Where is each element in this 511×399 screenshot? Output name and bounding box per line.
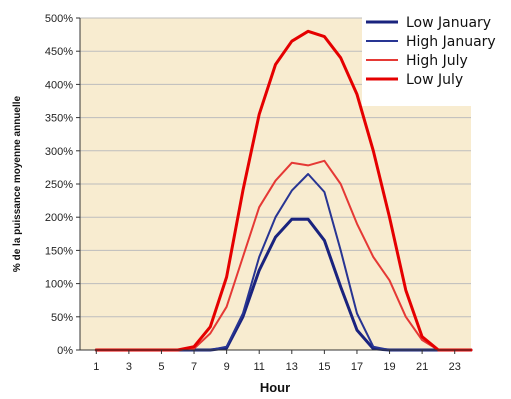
y-tick-label: 250%: [45, 179, 73, 191]
x-tick-label: 3: [126, 361, 132, 373]
legend-label: High July: [406, 53, 468, 69]
y-tick-label: 150%: [45, 245, 73, 257]
x-tick-label: 17: [351, 361, 363, 373]
x-tick-label: 5: [158, 361, 164, 373]
x-tick-label: 19: [383, 361, 395, 373]
legend-box: [362, 10, 508, 106]
y-tick-label: 400%: [45, 79, 73, 91]
x-tick-label: 1: [93, 361, 99, 373]
x-tick-label: 23: [449, 361, 461, 373]
x-tick-label: 9: [224, 361, 230, 373]
legend-label: Low January: [406, 15, 491, 31]
y-tick-label: 500%: [45, 13, 73, 25]
y-tick-label: 50%: [51, 312, 73, 324]
x-tick-label: 21: [416, 361, 428, 373]
y-tick-label: 100%: [45, 279, 73, 291]
x-tick-label: 11: [253, 361, 264, 373]
x-tick-labels: 1 3 5 7 9 11 13 15 17 19 21 23: [93, 350, 461, 373]
y-axis-title: % de la puissance moyenne annuelle: [12, 95, 23, 272]
y-tick-label: 200%: [45, 212, 73, 224]
y-tick-label: 0%: [57, 345, 73, 357]
y-tick-label: 350%: [45, 113, 73, 125]
x-tick-label: 13: [286, 361, 298, 373]
y-tick-labels: 0% 50% 100% 150% 200% 250% 300% 350% 400% 450% 500…: [45, 13, 80, 357]
x-axis-title: Hour: [260, 380, 290, 395]
y-tick-label: 300%: [45, 146, 73, 158]
y-tick-label: 450%: [45, 46, 73, 58]
x-tick-label: 15: [318, 361, 330, 373]
x-tick-label: 7: [191, 361, 197, 373]
legend-label: Low July: [406, 72, 463, 88]
legend: Low January High January High July Low July: [366, 15, 496, 88]
legend-label: High January: [406, 34, 496, 50]
